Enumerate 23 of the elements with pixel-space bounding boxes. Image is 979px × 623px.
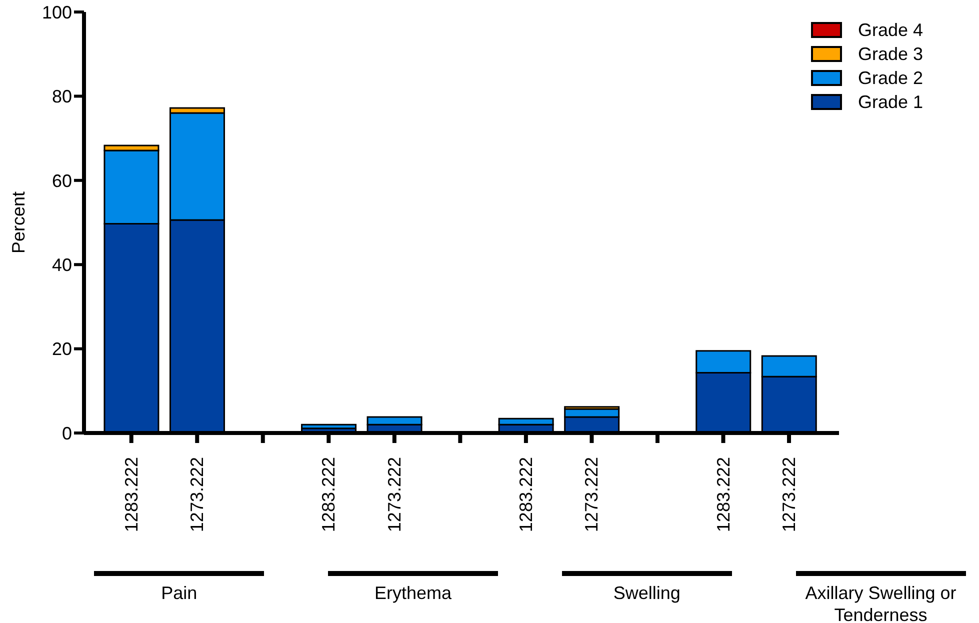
- x-tick-label: 1283.222: [121, 457, 142, 532]
- x-tick-label: 1273.222: [582, 457, 602, 532]
- legend-label: Grade 3: [858, 44, 924, 64]
- y-tick-label: 40: [52, 254, 72, 275]
- y-tick-label: 100: [42, 2, 72, 22]
- y-tick-label: 0: [62, 423, 72, 444]
- text: Pain: [160, 582, 198, 604]
- x-tick-label: 1273.222: [779, 457, 800, 532]
- x-tick-label: 1283.222: [516, 457, 536, 532]
- y-tick-label: 60: [52, 170, 72, 191]
- legend-label: Grade 4: [858, 20, 924, 40]
- y-tick-label: 80: [52, 86, 72, 107]
- text: Axillary Swelling or Tenderness: [804, 582, 958, 623]
- legend-label: Grade 2: [858, 68, 924, 88]
- x-tick-label: 1283.222: [713, 457, 734, 532]
- x-tick-label: 1273.222: [187, 457, 208, 532]
- y-tick-label: 20: [52, 339, 72, 360]
- legend-label: Grade 1: [858, 92, 924, 112]
- x-tick-label: 1273.222: [384, 457, 404, 532]
- text: Swelling: [612, 582, 682, 604]
- y-axis-title: Percent: [8, 191, 28, 254]
- x-tick-label: 1283.222: [318, 457, 339, 532]
- text: Erythema: [373, 582, 452, 604]
